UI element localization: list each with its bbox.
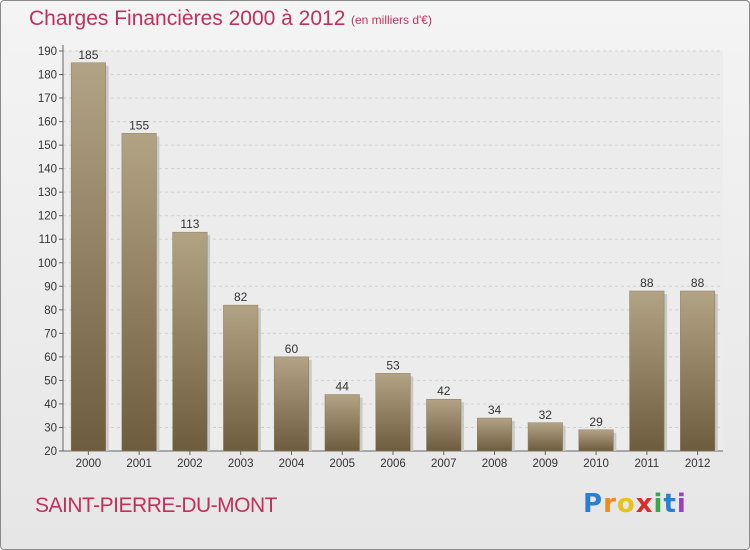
y-tick-label: 70 [44,328,57,340]
y-tick-label: 110 [39,234,57,246]
bar-2006 [375,373,411,452]
bar-2004 [273,356,309,452]
x-tick-label-2008: 2008 [482,458,508,470]
chart-title: Charges Financières 2000 à 2012 [29,7,346,30]
logo-letter: i [653,489,664,519]
data-label-2006: 53 [386,358,400,372]
y-tick-label: 140 [38,164,57,176]
x-tick-label-2005: 2005 [329,458,355,470]
bar-2001 [121,133,157,452]
bar-2002 [172,231,208,452]
y-tick-label: 180 [38,70,57,82]
y-tick-label: 50 [44,375,57,387]
data-label-2010: 29 [589,415,603,429]
logo-letter: x [635,489,654,519]
chart-subtitle: (en milliers d'€) [351,13,432,27]
logo-letter: o [616,489,636,519]
x-tick-label-2010: 2010 [583,458,609,470]
data-label-2001: 155 [129,118,149,132]
data-label-2012: 88 [691,276,705,290]
y-tick-label: 30 [44,422,57,434]
data-label-2008: 34 [488,403,502,417]
x-tick-label-2011: 2011 [634,458,659,470]
bar-2010 [578,429,614,452]
x-tick-label-2003: 2003 [228,458,254,470]
data-label-2004: 60 [285,342,299,356]
y-tick-label: 170 [38,93,57,105]
x-tick-label-2009: 2009 [533,458,559,470]
y-tick-label: 40 [44,399,57,411]
y-tick-label: 130 [38,187,57,199]
data-label-2003: 82 [234,290,248,304]
bar-2008 [477,417,513,452]
y-tick-label: 100 [38,258,57,270]
bar-2007 [426,398,462,452]
x-tick-label-2000: 2000 [76,458,102,470]
y-tick-label: 80 [44,305,57,317]
location-name: SAINT-PIERRE-DU-MONT [35,494,278,517]
x-tick-label-2007: 2007 [431,458,457,470]
bar-2000 [70,62,106,452]
x-tick-label-2006: 2006 [380,458,406,470]
data-label-2009: 32 [539,408,553,422]
x-tick-label-2002: 2002 [177,458,203,470]
data-label-2000: 185 [78,48,98,62]
y-tick-label: 190 [38,46,57,58]
bar-2003 [223,304,259,452]
logo-letter: t [663,489,677,519]
y-tick-label: 90 [44,281,57,293]
y-tick-label: 60 [44,352,57,364]
x-tick-label-2004: 2004 [279,458,305,470]
bar-2011 [629,290,665,452]
y-tick-label: 20 [44,446,57,458]
bar-2012 [680,290,716,452]
bar-2005 [324,394,360,452]
y-tick-label: 160 [38,117,57,129]
logo-letter: i [676,489,687,519]
data-label-2007: 42 [437,384,451,398]
x-tick-label-2001: 2001 [126,458,152,470]
x-tick-label-2012: 2012 [685,458,711,470]
data-label-2011: 88 [640,276,654,290]
logo-letter: P [583,489,604,519]
y-tick-label: 120 [38,211,57,223]
data-label-2005: 44 [336,380,350,394]
y-tick-label: 150 [38,140,57,152]
data-label-2002: 113 [180,217,199,231]
logo-letter: r [603,489,617,519]
bar-2009 [527,422,563,452]
proxiti-logo: Proxiti [583,489,687,519]
